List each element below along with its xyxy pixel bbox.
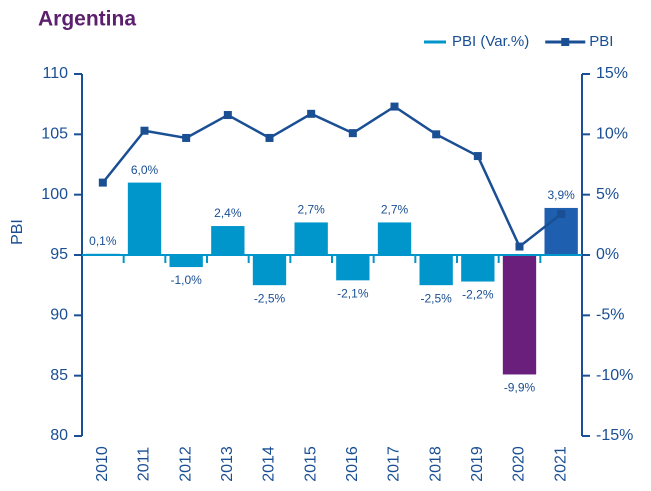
bar (419, 255, 453, 286)
x-tick-label: 2016 (344, 446, 361, 482)
x-tick-label: 2019 (469, 446, 486, 482)
y-tick-label: 110 (42, 65, 68, 82)
bar-value-label: 6,0% (131, 163, 159, 177)
x-tick-label: 2017 (386, 446, 403, 482)
bar-value-label: -2,5% (420, 291, 452, 305)
legend-label: PBI (Var.%) (452, 33, 529, 50)
bar-value-label: -2,1% (337, 287, 369, 301)
chart-title: Argentina (38, 8, 136, 31)
bar-value-label: 2,7% (297, 203, 325, 217)
bar-value-label: -2,5% (254, 291, 286, 305)
bar-value-label: -2,2% (462, 288, 494, 302)
x-tick-label: 2018 (427, 446, 444, 482)
bar-value-label: 0,1% (89, 234, 117, 248)
x-tick-label: 2014 (261, 446, 278, 482)
legend-label: PBI (589, 33, 613, 50)
bar (127, 182, 162, 255)
line-marker (432, 130, 441, 139)
x-tick-label: 2012 (177, 446, 194, 482)
bar (294, 222, 328, 255)
line-marker (557, 209, 566, 218)
x-tick-label: 2021 (552, 446, 569, 482)
bar (169, 255, 203, 268)
x-tick-label: 2010 (94, 446, 111, 482)
y-tick-label: 80 (50, 427, 68, 444)
line-marker (307, 109, 316, 118)
bar-value-label: 2,7% (381, 203, 409, 217)
y-axis-label: PBI (9, 219, 26, 245)
bar (336, 255, 370, 281)
x-tick-label: 2015 (302, 446, 319, 482)
bar (252, 255, 287, 286)
y2-tick-label: 15% (596, 65, 628, 82)
line-marker (348, 129, 357, 138)
line (101, 105, 562, 249)
line-marker (265, 133, 274, 142)
bar-value-label: 2,4% (214, 206, 242, 220)
y-tick-label: 100 (41, 186, 68, 203)
line-marker (182, 133, 191, 142)
x-tick-label: 2013 (219, 446, 236, 482)
x-tick-label: 2020 (511, 446, 528, 482)
bar (211, 226, 245, 255)
y-tick-label: 95 (50, 246, 68, 263)
bar (502, 255, 537, 375)
bar (377, 222, 412, 255)
y2-tick-label: 10% (596, 126, 628, 143)
y2-tick-label: -5% (596, 307, 624, 324)
line-marker (98, 178, 107, 187)
x-tick-label: 2011 (136, 447, 153, 482)
y2-tick-label: 0% (596, 246, 619, 263)
line-marker (390, 102, 399, 111)
bar (461, 255, 495, 282)
y2-tick-label: -10% (596, 367, 633, 384)
bar-value-label: -9,9% (504, 381, 536, 395)
line-marker (473, 152, 482, 161)
legend-marker (561, 38, 570, 46)
y-tick-label: 85 (50, 367, 68, 384)
y-tick-label: 105 (41, 126, 68, 143)
y2-tick-label: 5% (596, 186, 619, 203)
y2-tick-label: -15% (596, 427, 633, 444)
y-tick-label: 90 (50, 307, 68, 324)
line-marker (223, 111, 232, 120)
bar-value-label: -1,0% (170, 273, 202, 287)
bar-value-label: 3,9% (547, 188, 575, 202)
line-marker (140, 126, 149, 135)
line-marker (515, 242, 524, 251)
